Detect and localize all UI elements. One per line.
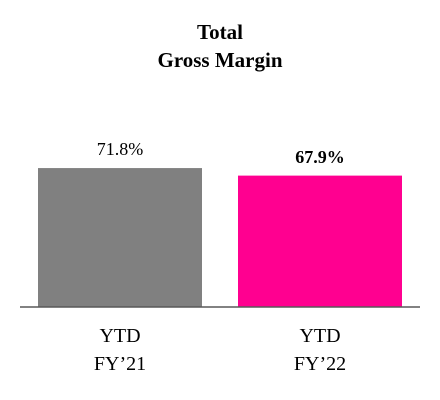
x-tick-label: YTD FY’21	[93, 325, 147, 375]
bar	[238, 175, 402, 307]
x-tick-label: YTD FY’22	[293, 325, 347, 375]
value-label: 67.9%	[295, 146, 345, 167]
bar	[38, 168, 202, 307]
chart-title: Total Gross Margin	[157, 20, 283, 72]
value-label: 71.8%	[96, 139, 144, 160]
